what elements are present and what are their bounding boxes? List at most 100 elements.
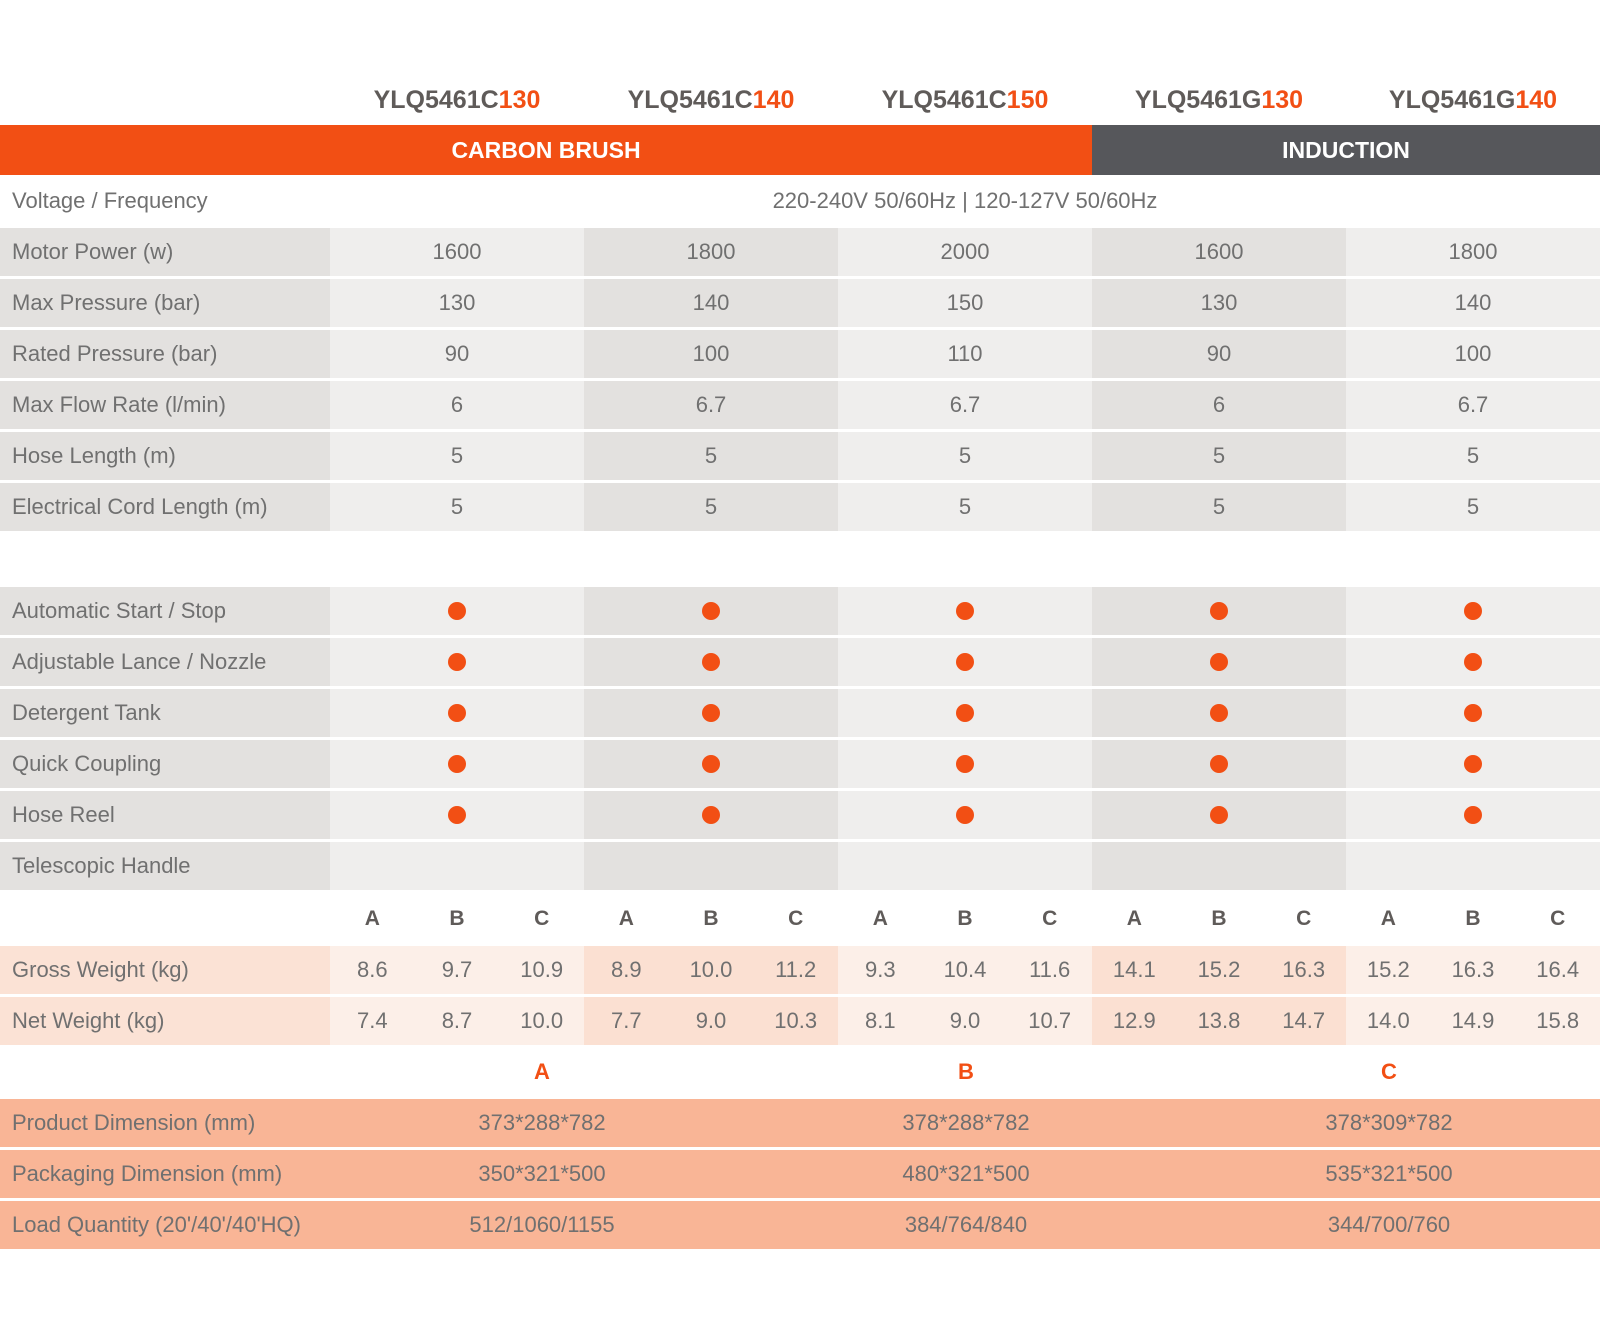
included-dot-icon <box>1464 806 1482 824</box>
dimension-variant-label: B <box>958 1059 974 1084</box>
included-dot-icon <box>702 602 720 620</box>
feature-cell <box>1346 791 1600 839</box>
variant-label: B <box>703 907 719 930</box>
dimension-value: 384/764/840 <box>904 1212 1028 1237</box>
row-label: Motor Power (w) <box>0 228 330 276</box>
row-label: Rated Pressure (bar) <box>0 330 330 378</box>
dimension-value: 512/1060/1155 <box>469 1212 615 1237</box>
model-suffix: 140 <box>752 85 795 114</box>
weight-value: 15.8 <box>1515 997 1600 1045</box>
included-dot-icon <box>1210 755 1228 773</box>
included-dot-icon <box>448 806 466 824</box>
weight-value: 15.2 <box>1346 946 1431 994</box>
dimension-value: 378*288*782 <box>902 1110 1030 1135</box>
feature-row: Telescopic Handle <box>0 842 1600 892</box>
spec-row: Hose Length (m) 5 5 5 5 5 <box>0 432 1600 482</box>
variant-label: C <box>1550 907 1566 930</box>
model-header: YLQ5461C 130 <box>330 80 584 120</box>
feature-cell <box>330 638 584 686</box>
variant-label: A <box>618 907 634 930</box>
row-label: Max Pressure (bar) <box>0 279 330 327</box>
weight-value: 14.9 <box>1430 997 1516 1045</box>
included-dot-icon <box>448 602 466 620</box>
feature-cell <box>838 740 1092 788</box>
variant-label: B <box>1465 907 1481 930</box>
feature-cell <box>330 740 584 788</box>
dimension-header-row: A B C <box>0 1048 1600 1098</box>
included-dot-icon <box>1464 653 1482 671</box>
dimension-value: 350*321*500 <box>478 1161 606 1186</box>
included-dot-icon <box>1210 704 1228 722</box>
feature-cell <box>584 842 838 890</box>
weight-value: 9.3 <box>838 946 923 994</box>
feature-cell <box>1346 689 1600 737</box>
feature-cell <box>1346 842 1600 890</box>
included-dot-icon <box>1210 602 1228 620</box>
included-dot-icon <box>702 653 720 671</box>
row-label: Gross Weight (kg) <box>0 946 330 994</box>
weight-value: 15.2 <box>1176 946 1262 994</box>
dimension-value: 480*321*500 <box>902 1161 1030 1186</box>
feature-cell <box>1346 638 1600 686</box>
dimension-row: Load Quantity (20'/40'/40'HQ) 512/1060/11… <box>0 1201 1600 1251</box>
feature-cell <box>584 740 838 788</box>
included-dot-icon <box>1464 755 1482 773</box>
row-label: Detergent Tank <box>0 689 330 737</box>
row-label: Electrical Cord Length (m) <box>0 483 330 531</box>
spec-value: 90 <box>1092 330 1346 378</box>
feature-row: Quick Coupling <box>0 740 1600 790</box>
weight-value: 13.8 <box>1176 997 1262 1045</box>
spec-value: 6.7 <box>584 381 838 429</box>
spec-value: 6.7 <box>838 381 1092 429</box>
feature-cell <box>330 842 584 890</box>
spec-value: 5 <box>584 432 838 480</box>
feature-cell <box>330 587 584 635</box>
included-dot-icon <box>1210 653 1228 671</box>
feature-cell <box>1092 791 1346 839</box>
weight-value: 8.7 <box>414 997 500 1045</box>
voltage-value: 220-240V 50/60Hz | 120-127V 50/60Hz <box>772 188 1158 213</box>
dimension-value: 378*309*782 <box>1325 1110 1453 1135</box>
included-dot-icon <box>702 806 720 824</box>
variant-label: B <box>449 907 465 930</box>
spec-row: Motor Power (w) 1600 1800 2000 1600 1800 <box>0 228 1600 278</box>
variant-label: B <box>957 907 973 930</box>
model-header: YLQ5461C 150 <box>838 80 1092 120</box>
included-dot-icon <box>1464 704 1482 722</box>
included-dot-icon <box>956 653 974 671</box>
spec-value: 110 <box>838 330 1092 378</box>
row-label: Net Weight (kg) <box>0 997 330 1045</box>
feature-cell <box>1092 587 1346 635</box>
included-dot-icon <box>448 653 466 671</box>
feature-cell <box>1092 638 1346 686</box>
row-label: Adjustable Lance / Nozzle <box>0 638 330 686</box>
variant-label: A <box>364 907 380 930</box>
spec-value: 5 <box>1346 432 1600 480</box>
weight-value: 10.7 <box>1007 997 1092 1045</box>
feature-cell <box>584 689 838 737</box>
row-label: Automatic Start / Stop <box>0 587 330 635</box>
variant-label: A <box>1380 907 1396 930</box>
model-header: YLQ5461C 140 <box>584 80 838 120</box>
dimension-row: Product Dimension (mm) 373*288*782 378*288… <box>0 1099 1600 1149</box>
included-dot-icon <box>956 602 974 620</box>
model-suffix: 130 <box>1261 85 1304 114</box>
included-dot-icon <box>1464 602 1482 620</box>
row-label: Voltage / Frequency <box>0 177 330 225</box>
included-dot-icon <box>702 755 720 773</box>
dimension-value: 344/700/760 <box>1327 1212 1451 1237</box>
dimension-row: Packaging Dimension (mm) 350*321*500 480*3… <box>0 1150 1600 1200</box>
variant-label: C <box>534 907 550 930</box>
group-induction: INDUCTION <box>1092 125 1600 175</box>
spec-value: 5 <box>1092 432 1346 480</box>
spec-value: 6.7 <box>1346 381 1600 429</box>
row-label: Hose Reel <box>0 791 330 839</box>
spec-value: 5 <box>1346 483 1600 531</box>
spec-row: Max Flow Rate (l/min) 6 6.7 6.7 6 6.7 <box>0 381 1600 431</box>
weight-value: 7.4 <box>330 997 415 1045</box>
spec-value: 100 <box>1346 330 1600 378</box>
row-label: Load Quantity (20'/40'/40'HQ) <box>0 1201 330 1249</box>
spec-value: 5 <box>838 483 1092 531</box>
row-label: Quick Coupling <box>0 740 330 788</box>
spec-value: 150 <box>838 279 1092 327</box>
